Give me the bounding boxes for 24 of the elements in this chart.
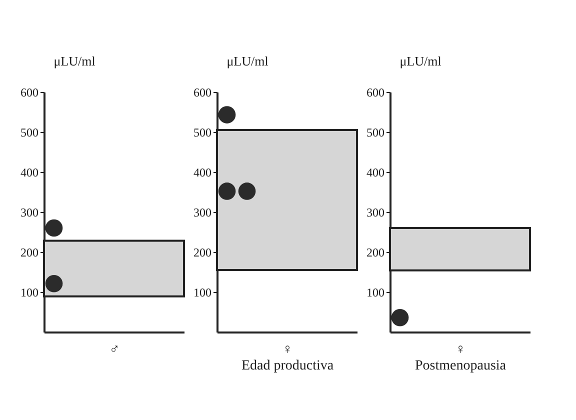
x-axis-title: ♂ — [109, 342, 120, 358]
x-axis-title: ♀ Postmenopausia — [415, 342, 507, 374]
x-axis-title: ♀ Edad productiva — [241, 342, 334, 374]
y-tick-label: 100 — [20, 286, 38, 300]
y-tick-label: 400 — [366, 166, 384, 180]
y-tick-label: 200 — [194, 246, 212, 260]
y-tick-label: 600 — [20, 86, 38, 100]
y-tick-label: 300 — [194, 206, 212, 220]
y-tick-label: 400 — [194, 166, 212, 180]
y-tick-label: 100 — [194, 286, 212, 300]
y-tick-label: 300 — [20, 206, 38, 220]
y-tick-label: 100 — [366, 286, 384, 300]
y-axis-title: μLU/ml — [400, 54, 442, 68]
y-tick-label: 500 — [20, 126, 38, 140]
y-tick-label: 600 — [194, 86, 212, 100]
y-tick-label: 600 — [366, 86, 384, 100]
y-tick-label: 400 — [20, 166, 38, 180]
y-tick-label: 200 — [366, 246, 384, 260]
y-axis-title: μLU/ml — [226, 54, 269, 68]
y-tick-label: 300 — [366, 206, 384, 220]
y-axis-title: μLU/ml — [54, 54, 96, 68]
y-tick-label: 200 — [20, 246, 38, 260]
y-tick-label: 500 — [194, 126, 212, 140]
y-tick-label: 500 — [366, 126, 384, 140]
